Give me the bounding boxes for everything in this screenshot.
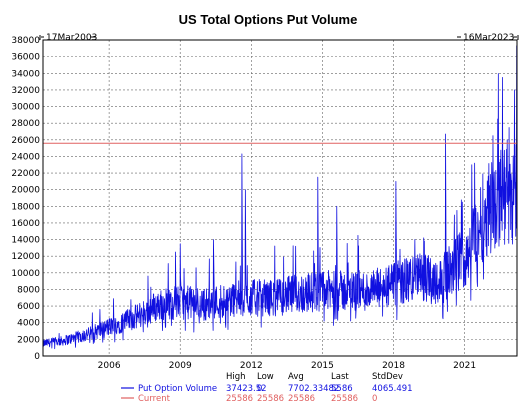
range-end-label: 16Mar2023 xyxy=(463,33,514,43)
chart-title: US Total Options Put Volume xyxy=(179,12,358,27)
legend-column-header: Last xyxy=(331,372,349,382)
y-tick-label: 2000 xyxy=(17,335,40,345)
legend-entry-value: 0 xyxy=(257,384,262,394)
y-tick-label: 24000 xyxy=(11,152,40,162)
legend-entry-name: Current xyxy=(138,394,171,404)
y-tick-label: 14000 xyxy=(11,236,40,246)
y-tick-label: 36000 xyxy=(11,53,40,63)
y-tick-label: 8000 xyxy=(17,285,40,295)
y-tick-label: 6000 xyxy=(17,302,40,312)
y-tick-label: 0 xyxy=(34,352,40,362)
y-axis-ticks: 0 2000 4000 6000 8000 10000 12000 14000 16000 180… xyxy=(11,36,40,362)
series-layer xyxy=(42,45,518,350)
legend-entry-value: 7702.33482 xyxy=(288,384,339,394)
legend-entry-value: 4065.491 xyxy=(372,384,413,394)
y-tick-label: 10000 xyxy=(11,269,40,279)
legend-entry-value: 0 xyxy=(372,394,377,404)
x-tick-label: 2006 xyxy=(98,361,121,371)
grid xyxy=(43,40,517,356)
y-tick-label: 20000 xyxy=(11,186,40,196)
legend-column-header: Low xyxy=(257,372,274,382)
legend-column-header: High xyxy=(226,372,246,382)
y-tick-label: 34000 xyxy=(11,69,40,79)
legend-entry-value: 25586 xyxy=(257,394,284,404)
y-tick-label: 38000 xyxy=(11,36,40,46)
legend-entry-name: Put Option Volume xyxy=(138,384,217,394)
y-tick-label: 16000 xyxy=(11,219,40,229)
x-tick-label: 2015 xyxy=(311,361,334,371)
y-tick-label: 32000 xyxy=(11,86,40,96)
y-tick-label: 18000 xyxy=(11,202,40,212)
legend-entry-value: 25586 xyxy=(288,394,315,404)
legend-entry-value: 37423.52 xyxy=(226,384,267,394)
legend-entry-value: 5586 xyxy=(331,384,353,394)
legend-column-header: StdDev xyxy=(372,372,403,382)
x-tick-label: 2009 xyxy=(169,361,192,371)
legend-column-header: Avg xyxy=(288,372,304,382)
series-line-put-option-volume xyxy=(42,45,518,350)
x-tick-label: 2018 xyxy=(382,361,405,371)
plot-frame xyxy=(42,39,518,357)
legend-entry-value: 25586 xyxy=(226,394,253,404)
y-tick-label: 28000 xyxy=(11,119,40,129)
legend-entry-value: 25586 xyxy=(331,394,358,404)
x-tick-label: 2012 xyxy=(240,361,263,371)
y-tick-label: 26000 xyxy=(11,136,40,146)
range-start-label: 17Mar2003 xyxy=(46,33,97,43)
legend: High Low Avg Last StdDev Put Option Volume 374… xyxy=(121,372,413,404)
y-tick-label: 4000 xyxy=(17,319,40,329)
x-axis-ticks: 2006 2009 2012 2015 2018 2021 xyxy=(98,361,476,371)
x-tick-label: 2021 xyxy=(453,361,476,371)
y-tick-label: 30000 xyxy=(11,103,40,113)
y-tick-label: 22000 xyxy=(11,169,40,179)
y-tick-label: 12000 xyxy=(11,252,40,262)
